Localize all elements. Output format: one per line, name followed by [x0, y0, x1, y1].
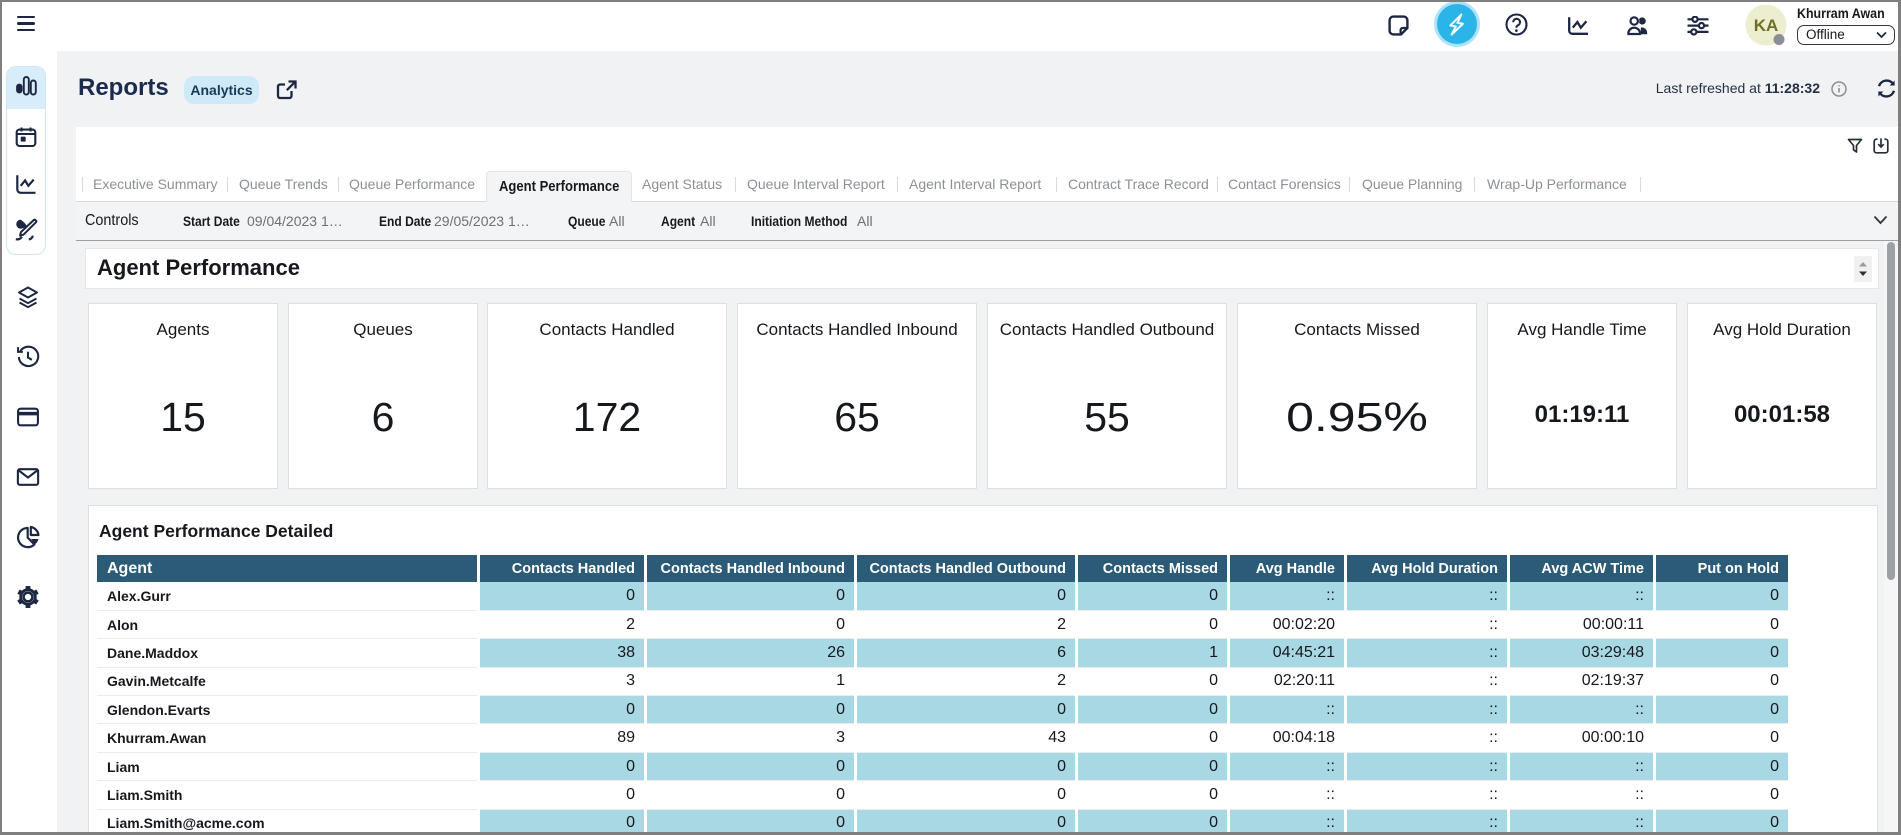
svg-text:KA: KA [1754, 16, 1779, 35]
